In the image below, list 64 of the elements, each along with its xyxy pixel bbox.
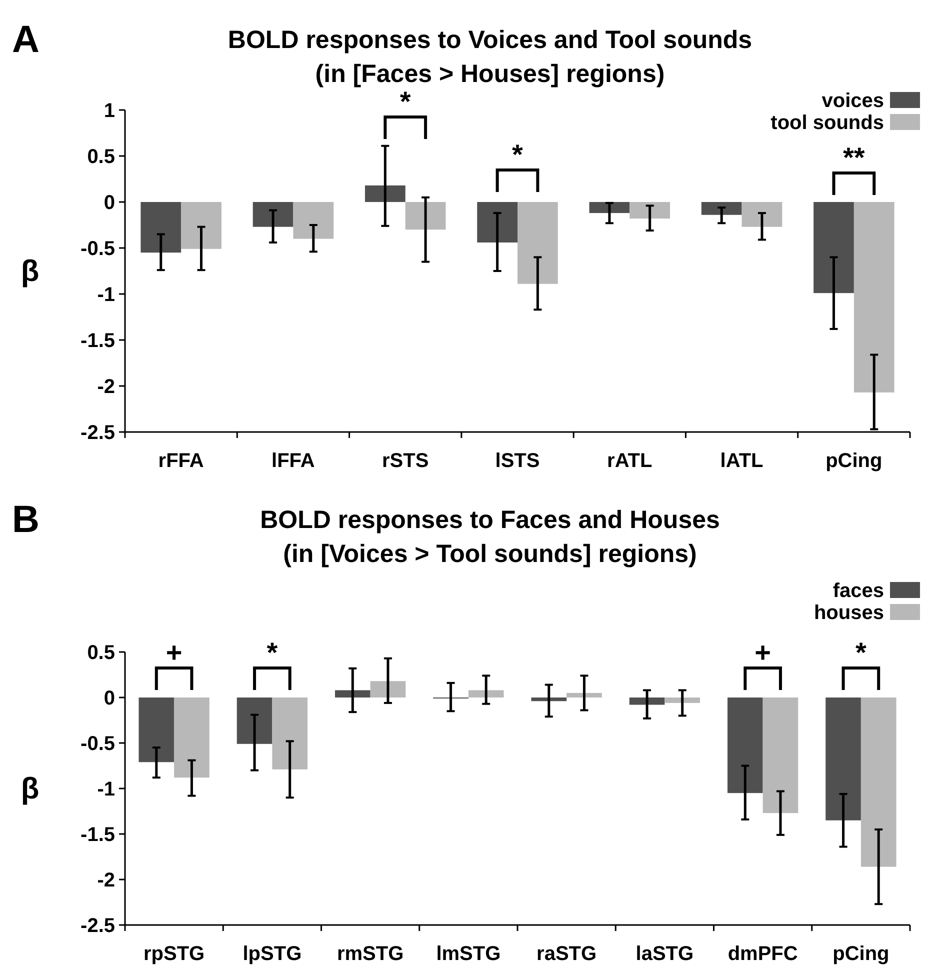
x-tick-label: lSTS xyxy=(495,450,540,472)
y-tick-label: 0.5 xyxy=(87,642,115,664)
bar xyxy=(236,698,272,744)
bar xyxy=(272,698,308,770)
y-tick-label: 0.5 xyxy=(87,146,115,168)
annotation: * xyxy=(266,637,278,668)
annotation: * xyxy=(400,86,411,117)
bar xyxy=(370,681,406,698)
text: B xyxy=(12,499,40,541)
x-tick-label: lpSTG xyxy=(242,943,302,965)
bar xyxy=(138,698,174,762)
x-tick-label: rpSTG xyxy=(144,943,205,965)
x-tick-label: pCing xyxy=(832,943,890,965)
legend-label: voices xyxy=(822,90,884,112)
y-tick-label: 0 xyxy=(104,688,115,710)
y-tick-label: 0 xyxy=(104,192,115,214)
bar xyxy=(566,692,602,698)
annotation: * xyxy=(512,139,524,170)
x-tick-label: rFFA xyxy=(158,450,204,472)
legend-label: houses xyxy=(814,602,884,624)
legend-label: faces xyxy=(832,580,884,602)
annotation: + xyxy=(166,637,182,668)
legend-label: tool sounds xyxy=(770,112,884,134)
chart-subtitle: (in [Faces > Houses] regions) xyxy=(315,60,665,88)
bar xyxy=(727,698,763,794)
y-tick-label: -1 xyxy=(97,778,115,800)
y-tick-label: -0.5 xyxy=(80,238,115,260)
annotation: + xyxy=(754,637,771,668)
bar xyxy=(762,698,798,814)
y-tick-label: -2 xyxy=(97,376,115,398)
y-tick-label: -1.5 xyxy=(80,330,115,352)
bar xyxy=(629,698,665,705)
bar xyxy=(664,698,700,703)
annotation: * xyxy=(855,637,866,668)
chart-title: BOLD responses to Voices and Tool sounds xyxy=(228,26,752,54)
x-tick-label: rmSTG xyxy=(336,943,404,965)
x-tick-label: laSTG xyxy=(636,943,694,965)
y-axis-title: β xyxy=(20,772,40,806)
bar xyxy=(531,698,567,702)
y-tick-label: -0.5 xyxy=(80,733,115,755)
bar xyxy=(826,698,861,820)
chart-title: BOLD responses to Faces and Houses xyxy=(260,506,720,534)
x-tick-label: rATL xyxy=(607,450,652,472)
x-tick-label: rSTS xyxy=(382,450,429,472)
x-tick-label: dmPFC xyxy=(728,943,798,965)
y-tick-label: -2.5 xyxy=(80,422,115,444)
y-axis-title: β xyxy=(20,255,40,288)
annotation: ** xyxy=(843,142,865,173)
y-tick-label: -2.5 xyxy=(80,915,115,937)
x-tick-label: raSTG xyxy=(536,943,597,965)
y-tick-label: -1 xyxy=(97,284,115,306)
y-tick-label: 1 xyxy=(104,100,115,122)
y-tick-label: -1.5 xyxy=(80,824,115,846)
bar xyxy=(174,698,210,778)
text: A xyxy=(12,19,40,61)
bar xyxy=(468,690,504,698)
bar xyxy=(860,698,896,867)
x-tick-label: lmSTG xyxy=(436,943,501,965)
x-tick-label: lFFA xyxy=(272,450,315,472)
x-tick-label: pCing xyxy=(826,450,882,472)
x-tick-label: lATL xyxy=(720,450,764,472)
bar xyxy=(334,690,370,698)
chart-subtitle: (in [Voices > Tool sounds] regions) xyxy=(283,540,697,568)
y-tick-label: -2 xyxy=(97,870,115,892)
